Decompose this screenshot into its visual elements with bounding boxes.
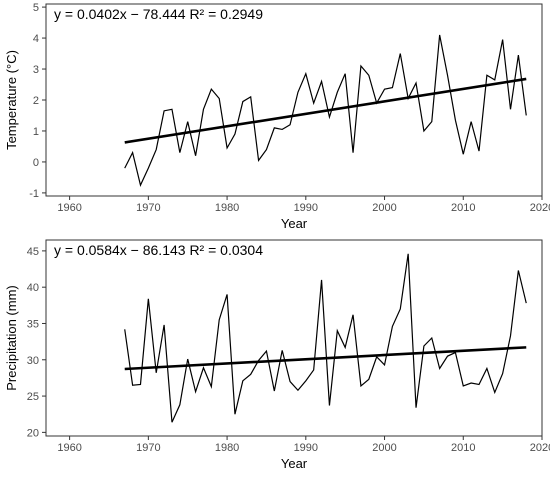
y-tick-label: -1 [29,188,39,200]
trend-line [124,77,527,144]
regression-equation: y = 0.0584x − 86.143 R² = 0.0304 [54,242,263,258]
y-tick-label: 1 [33,126,39,138]
x-tick-label: 1960 [57,442,81,454]
x-tick-label: 2010 [451,202,475,214]
x-axis-title: Year [281,456,308,471]
x-tick-label: 2020 [530,202,550,214]
regression-equation: y = 0.0402x − 78.444 R² = 0.2949 [54,6,263,22]
y-tick-label: 25 [27,391,39,403]
trend-line [124,346,527,371]
x-tick-label: 1990 [294,442,318,454]
x-tick-label: 1970 [136,202,160,214]
x-tick-label: 1990 [294,202,318,214]
x-tick-label: 2000 [372,442,396,454]
x-tick-label: 2020 [530,442,550,454]
x-tick-label: 2000 [372,202,396,214]
y-axis-title: Precipitation (mm) [4,285,19,390]
y-tick-label: 5 [33,2,39,14]
y-tick-label: 45 [27,246,39,258]
x-tick-label: 1980 [215,202,239,214]
y-tick-label: 30 [27,355,39,367]
y-tick-label: 35 [27,318,39,330]
y-tick-label: 20 [27,427,39,439]
plot-frame [45,239,543,437]
y-tick-label: 40 [27,282,39,294]
series-line [124,34,527,187]
y-tick-label: 4 [33,33,39,45]
x-tick-label: 1960 [57,202,81,214]
x-tick-label: 1980 [215,442,239,454]
x-tick-label: 2010 [451,442,475,454]
plot-frame [45,3,543,197]
y-tick-label: 2 [33,95,39,107]
series-line [124,253,527,423]
y-tick-label: 0 [33,157,39,169]
y-axis-title: Temperature (°C) [4,50,19,150]
y-tick-label: 3 [33,64,39,76]
x-tick-label: 1970 [136,442,160,454]
x-axis-title: Year [281,216,308,231]
